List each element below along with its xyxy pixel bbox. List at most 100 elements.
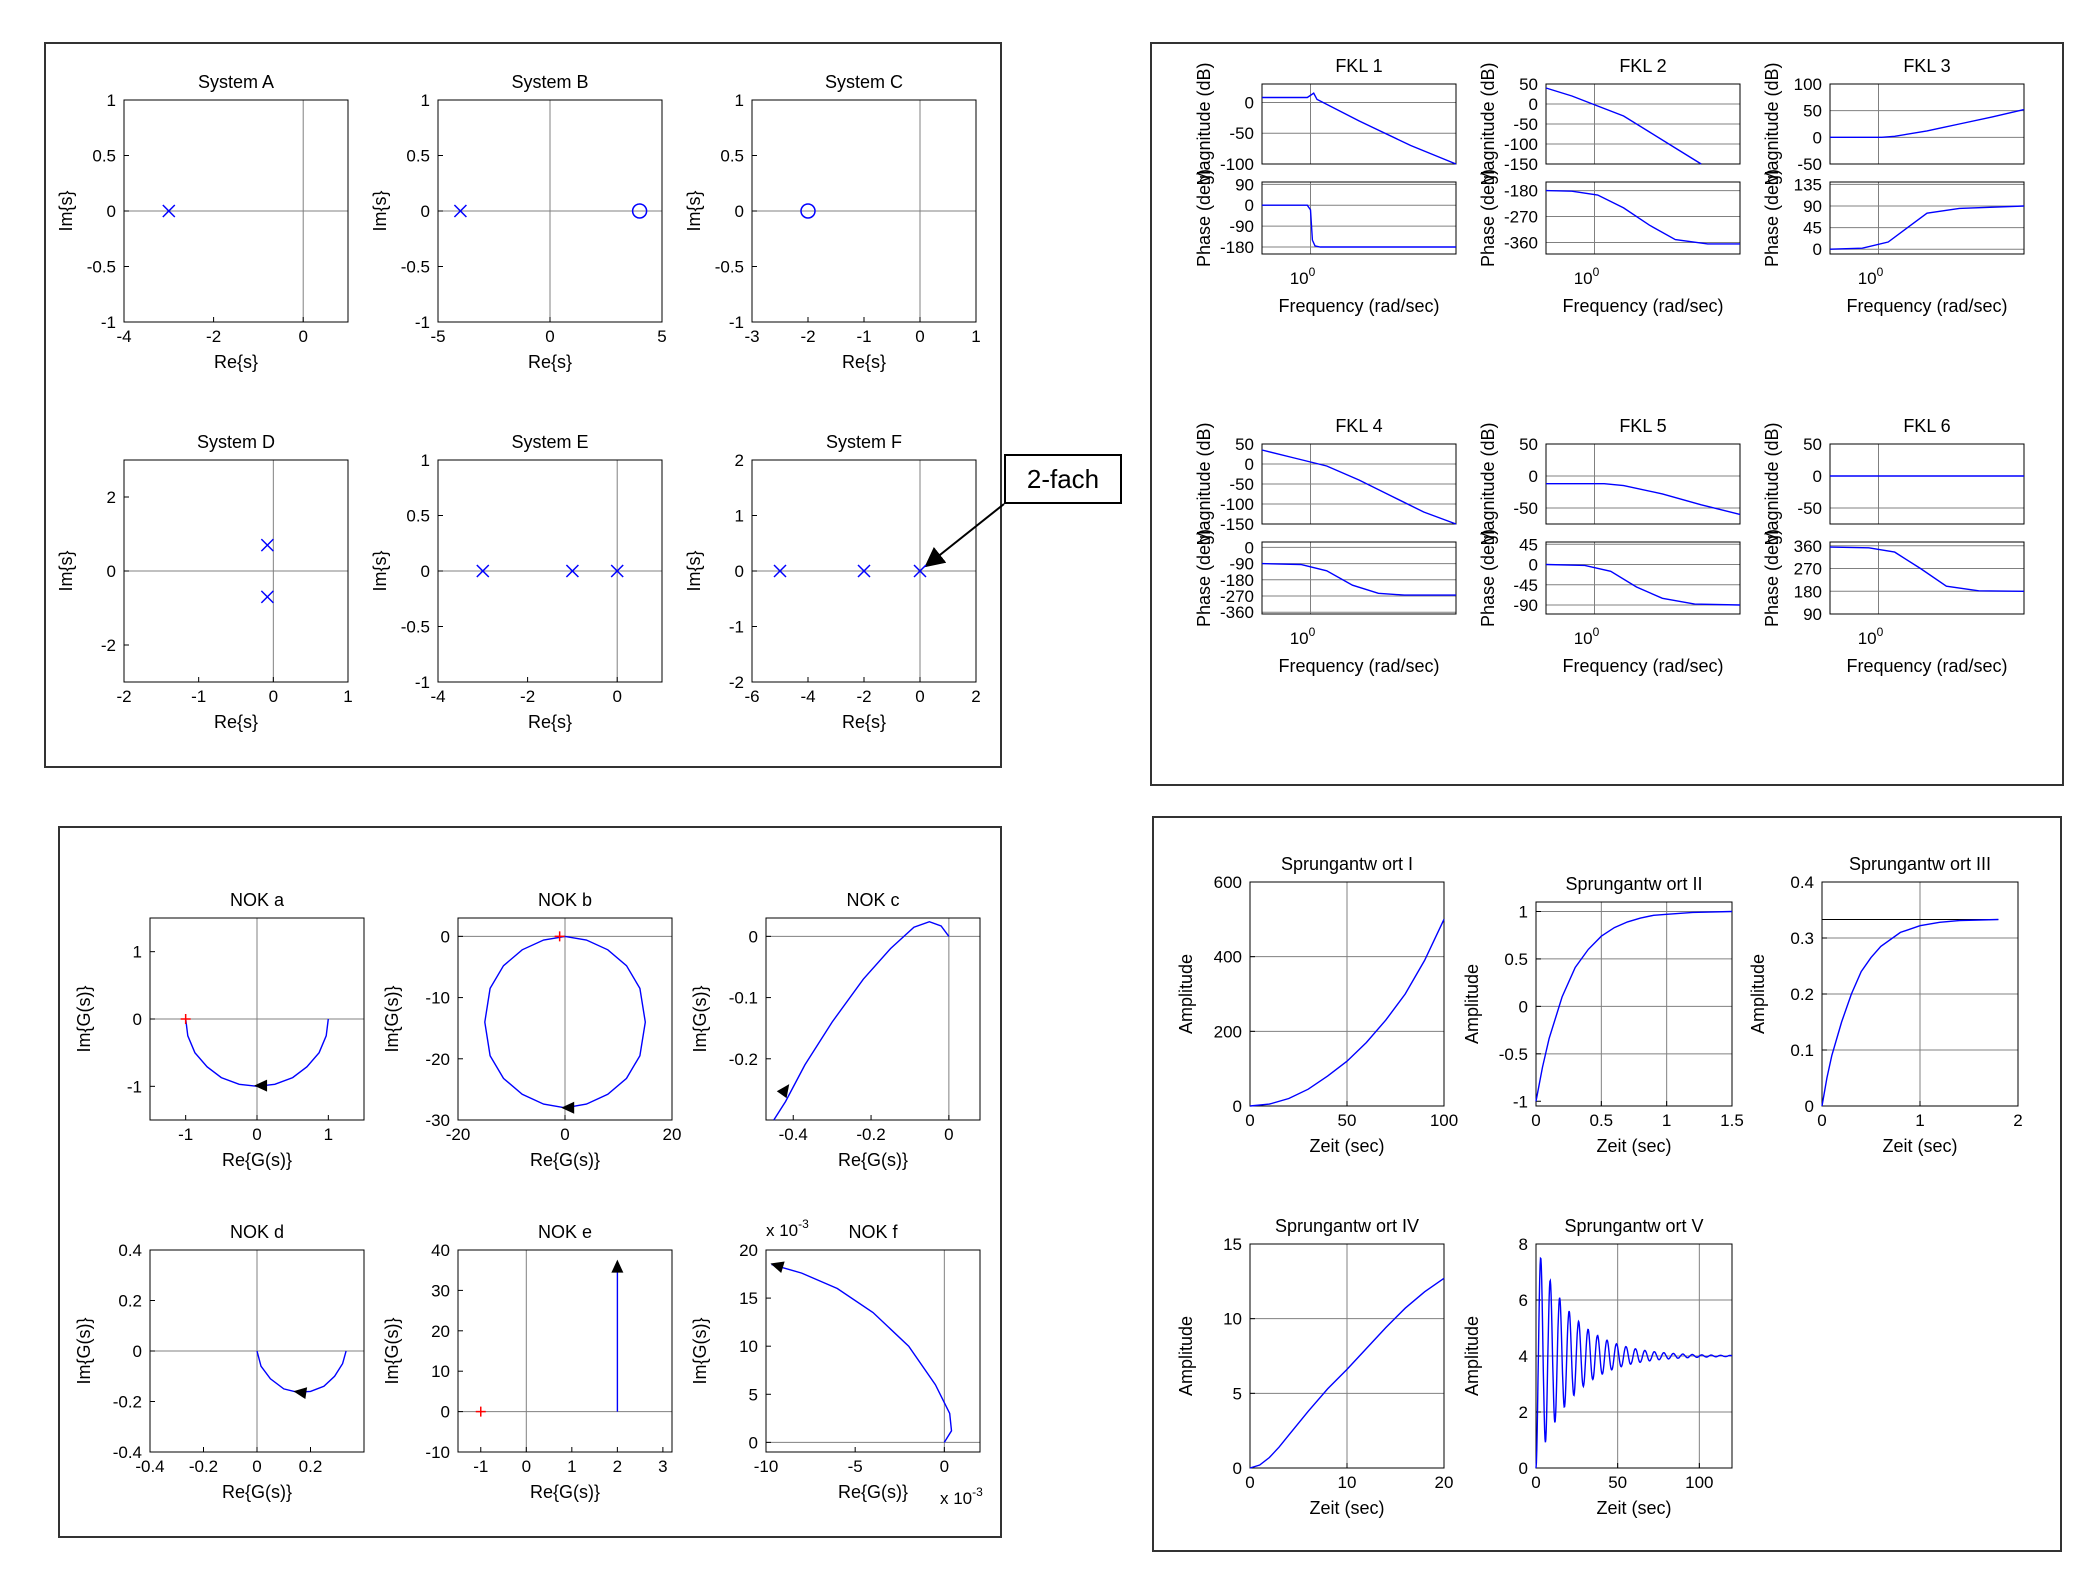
y-tick-label: 2 <box>735 451 744 470</box>
pole-cross-line <box>260 590 274 604</box>
x-axis-label: Re{s} <box>528 352 572 372</box>
y-tick-label: -0.5 <box>87 258 116 277</box>
x-axis-label: Frequency (rad/sec) <box>1846 296 2007 316</box>
phase-axis-label: Phase (deg) <box>1194 169 1214 267</box>
step-response-curve <box>1249 1277 1445 1469</box>
pole-marker <box>610 564 624 578</box>
y-tick-label: -50 <box>1229 124 1254 143</box>
x-tick-label: -10 <box>754 1457 779 1476</box>
x-tick-label: 10 <box>1338 1473 1357 1492</box>
chart-title: System E <box>511 432 588 452</box>
x-tick-label: -3 <box>744 327 759 346</box>
magnitude-curve <box>1262 92 1457 165</box>
pole-cross-line <box>453 204 467 218</box>
y-tick-label: 1 <box>421 91 430 110</box>
phase-curve <box>1261 562 1456 596</box>
x-tick-label: 5 <box>657 327 666 346</box>
y-tick-label: -1 <box>729 618 744 637</box>
y-tick-label: 1 <box>133 943 142 962</box>
x-tick-label: 1 <box>1662 1111 1671 1130</box>
x-tick-label: 100 <box>1858 625 1884 648</box>
x-axis-label: Re{s} <box>842 352 886 372</box>
y-tick-label: 15 <box>739 1289 758 1308</box>
y-tick-label: -50 <box>1797 155 1822 174</box>
y-tick-label: 0.2 <box>1790 985 1814 1004</box>
phase-curve <box>1545 563 1741 606</box>
y-axis-label: Amplitude <box>1176 954 1196 1034</box>
x-axis-label: Zeit (sec) <box>1596 1498 1671 1518</box>
phase-axis-label: Phase (deg) <box>1478 169 1498 267</box>
axes-box <box>1261 83 1457 165</box>
x-tick-label: 1 <box>567 1457 576 1476</box>
axes-box <box>1535 901 1733 1107</box>
x-axis-label: Re{s} <box>528 712 572 732</box>
direction-arrow <box>561 1101 575 1114</box>
y-tick-label: 1 <box>735 507 744 526</box>
x-tick-label: 0 <box>560 1125 569 1144</box>
x-tick-label: 100 <box>1290 625 1316 648</box>
x-tick-label: 0.5 <box>1590 1111 1614 1130</box>
y-tick-label: -90 <box>1229 217 1254 236</box>
y-tick-label: 135 <box>1794 175 1822 194</box>
pole-marker <box>453 204 467 218</box>
pole-cross-line <box>476 564 490 578</box>
y-tick-label: 180 <box>1794 582 1822 601</box>
chart-22: 0 50 100 8 6 4 2 0 Sprungantw ort V Zeit (sec) Amp… <box>1462 1216 1733 1518</box>
x-axis-label: Zeit (sec) <box>1309 1136 1384 1156</box>
y-tick-label: -270 <box>1504 208 1538 227</box>
y-tick-label: 10 <box>739 1337 758 1356</box>
y-tick-label: -1 <box>127 1077 142 1096</box>
y-tick-label: -90 <box>1229 555 1254 574</box>
y-tick-label: -100 <box>1504 135 1538 154</box>
x-tick-label: 20 <box>663 1125 682 1144</box>
critical-point-marker <box>180 1014 191 1024</box>
y-tick-label: 6 <box>1519 1291 1528 1310</box>
x-tick-label: 0 <box>915 327 924 346</box>
y-axis-label: Amplitude <box>1748 954 1768 1034</box>
y-tick-label: 90 <box>1803 197 1822 216</box>
axes-box <box>1829 181 2025 255</box>
x-tick-label: -4 <box>430 687 445 706</box>
x-axis-label: Re{G(s)} <box>530 1150 600 1170</box>
step-response-curve <box>1249 919 1445 1107</box>
chart-title: Sprungantw ort V <box>1564 1216 1703 1236</box>
y-tick-label: -0.2 <box>729 1050 758 1069</box>
y-axis-label: Im{G(s)} <box>690 1317 710 1384</box>
chart-title: FKL 5 <box>1619 416 1666 436</box>
x-axis-label: Re{G(s)} <box>222 1482 292 1502</box>
y-tick-label: 5 <box>1233 1384 1242 1403</box>
x-axis-label: Zeit (sec) <box>1596 1136 1671 1156</box>
chart-14: -0.4 -0.2 0 0 -0.1 -0.2 NOK c Re{G(s)} Im{G(s)} <box>690 890 981 1170</box>
y-axis-label: Amplitude <box>1462 964 1482 1044</box>
y-tick-label: 50 <box>1519 75 1538 94</box>
y-tick-label: -50 <box>1513 499 1538 518</box>
chart-20: 0 1 2 0.4 0.3 0.2 0.1 0 Sprungantw ort III Zeit (… <box>1748 854 2023 1156</box>
y-axis-label: Amplitude <box>1462 1316 1482 1396</box>
x-tick-label: 0 <box>1531 1473 1540 1492</box>
x-tick-label: 1 <box>971 327 980 346</box>
y-axis-label: Im{G(s)} <box>74 985 94 1052</box>
pole-cross-line <box>913 564 927 578</box>
x-tick-label: -2 <box>206 327 221 346</box>
y-tick-label: 45 <box>1519 535 1538 554</box>
y-tick-label: 400 <box>1214 948 1242 967</box>
chart-18: 0 50 100 600 400 200 0 Sprungantw ort I Zeit (se… <box>1176 854 1458 1156</box>
magnitude-curve <box>1545 87 1702 165</box>
y-tick-label: 600 <box>1214 873 1242 892</box>
y-tick-label: 1 <box>735 91 744 110</box>
x-tick-label: 20 <box>1435 1473 1454 1492</box>
chart-title: Sprungantw ort IV <box>1275 1216 1419 1236</box>
pole-zero-panel <box>44 42 1002 768</box>
pole-marker <box>162 204 176 218</box>
y-tick-label: -0.1 <box>729 989 758 1008</box>
pole-marker <box>773 564 787 578</box>
magnitude-curve <box>1830 108 2025 139</box>
x-tick-label: -4 <box>116 327 131 346</box>
y-tick-label: 0.5 <box>406 507 430 526</box>
y-tick-label: 50 <box>1803 435 1822 454</box>
y-tick-label: 0 <box>1245 196 1254 215</box>
y-tick-label: 0.3 <box>1790 929 1814 948</box>
